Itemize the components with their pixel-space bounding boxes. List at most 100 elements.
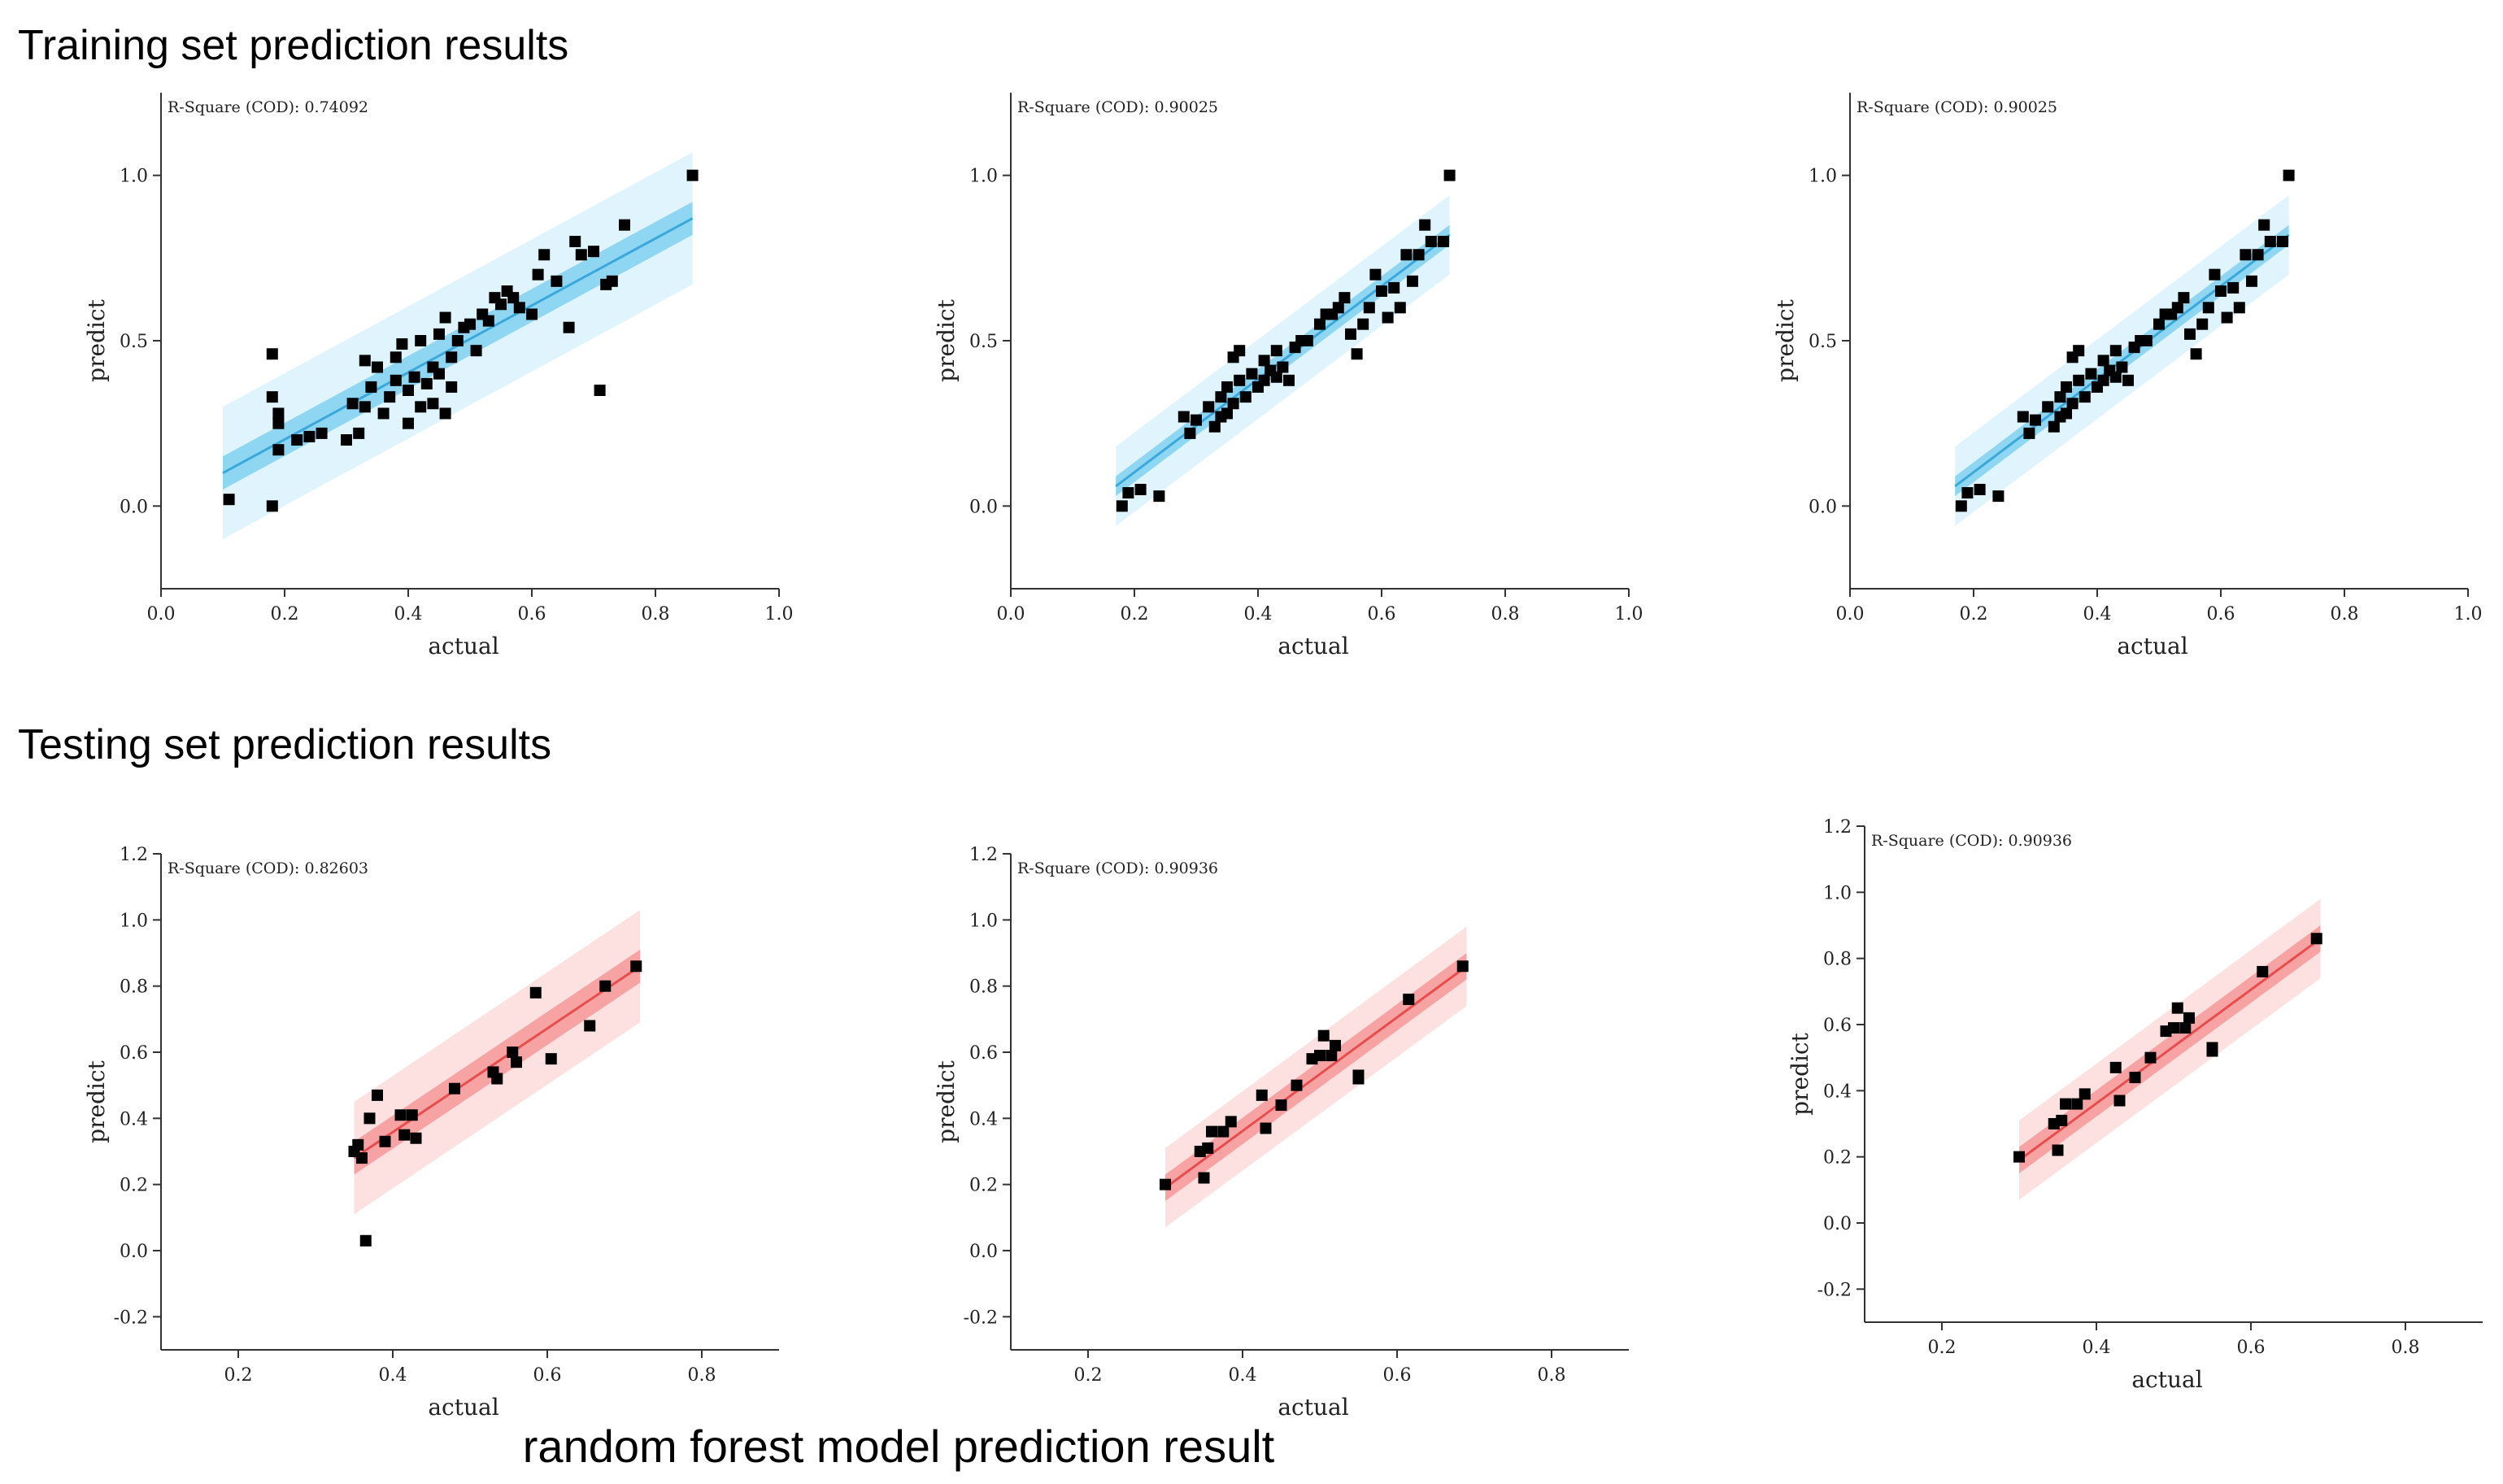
- data-point: [495, 298, 507, 311]
- x-tick-label: 0.8: [2331, 604, 2359, 624]
- data-point: [2116, 361, 2128, 373]
- data-point: [2240, 249, 2252, 261]
- data-point: [1215, 391, 1227, 403]
- data-point: [1160, 1178, 1171, 1190]
- data-point: [1202, 1142, 1214, 1154]
- data-point: [1425, 236, 1437, 247]
- data-point: [1239, 391, 1252, 403]
- data-point: [291, 434, 303, 446]
- data-point: [394, 1109, 407, 1121]
- data-point: [1456, 960, 1469, 973]
- data-point: [1256, 1089, 1268, 1101]
- data-point: [352, 1138, 364, 1151]
- data-point: [2221, 311, 2233, 324]
- data-point: [2052, 1144, 2064, 1156]
- data-point: [1382, 311, 1394, 324]
- testing-set-heading: Testing set prediction results: [18, 721, 552, 768]
- y-tick-label: 1.0: [969, 911, 998, 931]
- y-tick-label: 1.2: [1823, 817, 1852, 838]
- data-point: [1974, 484, 1986, 495]
- data-point: [1369, 268, 1382, 281]
- data-point: [1955, 500, 1967, 512]
- data-point: [379, 1135, 391, 1147]
- data-point: [1225, 1116, 1237, 1128]
- y-tick-label: 0.0: [120, 497, 148, 517]
- data-point: [408, 371, 420, 383]
- data-point: [2233, 302, 2245, 314]
- y-tick-label: 1.0: [120, 167, 148, 187]
- data-point: [1443, 169, 1456, 181]
- data-point: [594, 385, 606, 396]
- data-point: [266, 391, 278, 403]
- data-point: [1400, 249, 1413, 261]
- data-point: [398, 1129, 411, 1141]
- data-point: [588, 246, 599, 258]
- x-axis-label: actual: [428, 1394, 498, 1421]
- data-point: [2013, 1151, 2025, 1163]
- data-point: [2060, 1098, 2071, 1110]
- training-set-heading: Training set prediction results: [18, 22, 569, 69]
- y-tick-label: 1.2: [120, 845, 148, 865]
- x-axis-label: actual: [2131, 1366, 2202, 1393]
- data-point: [2079, 391, 2091, 403]
- data-point: [2113, 1095, 2126, 1107]
- data-point: [1283, 374, 1295, 386]
- data-point: [1221, 381, 1233, 393]
- data-point: [2215, 285, 2227, 297]
- x-axis-label: actual: [1278, 633, 1348, 659]
- data-point: [2310, 933, 2322, 945]
- data-point: [266, 500, 278, 512]
- data-point: [507, 292, 520, 304]
- r-square-annotation: R-Square (COD): 0.90025: [1017, 98, 1218, 116]
- y-tick-label: 0.8: [1823, 950, 1852, 970]
- data-point: [1217, 1125, 1230, 1138]
- data-point: [545, 1053, 557, 1065]
- data-point: [1317, 1029, 1330, 1042]
- data-point: [2042, 401, 2054, 413]
- data-point: [686, 169, 699, 181]
- fit-line: [2018, 938, 2322, 1161]
- y-tick-label: 0.0: [1809, 497, 1837, 517]
- data-point: [2171, 302, 2183, 314]
- fit-line: [1164, 965, 1468, 1189]
- data-point: [1363, 302, 1375, 314]
- y-tick-label: 0.2: [1823, 1148, 1852, 1168]
- data-point: [1246, 368, 1258, 380]
- data-point: [316, 427, 328, 439]
- data-point: [2023, 427, 2035, 439]
- data-point: [2097, 374, 2109, 386]
- data-point: [2061, 381, 2072, 393]
- x-tick-label: 0.8: [688, 1365, 716, 1386]
- data-point: [470, 345, 482, 357]
- r-square-annotation: R-Square (COD): 0.82603: [168, 860, 368, 877]
- data-point: [390, 374, 402, 386]
- data-point: [353, 427, 365, 439]
- data-point: [2206, 1042, 2218, 1054]
- data-point: [2227, 281, 2240, 294]
- data-point: [507, 1047, 519, 1058]
- y-tick-label: 1.0: [120, 911, 148, 931]
- x-tick-label: 0.6: [2207, 604, 2235, 624]
- data-point: [2277, 236, 2288, 247]
- data-point: [446, 351, 458, 363]
- data-point: [449, 1082, 460, 1095]
- r-square-annotation: R-Square (COD): 0.74092: [168, 98, 368, 116]
- x-tick-label: 0.2: [1121, 604, 1149, 624]
- fit-line: [1954, 233, 2290, 488]
- x-tick-label: 0.6: [1368, 604, 1396, 624]
- data-point: [2071, 1098, 2083, 1110]
- x-tick-label: 0.0: [147, 604, 176, 624]
- data-point: [427, 398, 439, 410]
- data-point: [1270, 345, 1282, 357]
- y-tick-label: 0.0: [120, 1242, 148, 1262]
- x-tick-label: 0.8: [642, 604, 670, 624]
- data-point: [433, 368, 445, 380]
- data-point: [1260, 1122, 1272, 1134]
- x-tick-label: 0.6: [1383, 1365, 1412, 1386]
- data-point: [2178, 292, 2190, 304]
- x-tick-label: 0.8: [2392, 1338, 2420, 1358]
- data-point: [377, 407, 390, 420]
- y-tick-label: 1.0: [1823, 883, 1852, 903]
- x-axis-label: actual: [1278, 1394, 1348, 1421]
- data-point: [1345, 328, 1356, 340]
